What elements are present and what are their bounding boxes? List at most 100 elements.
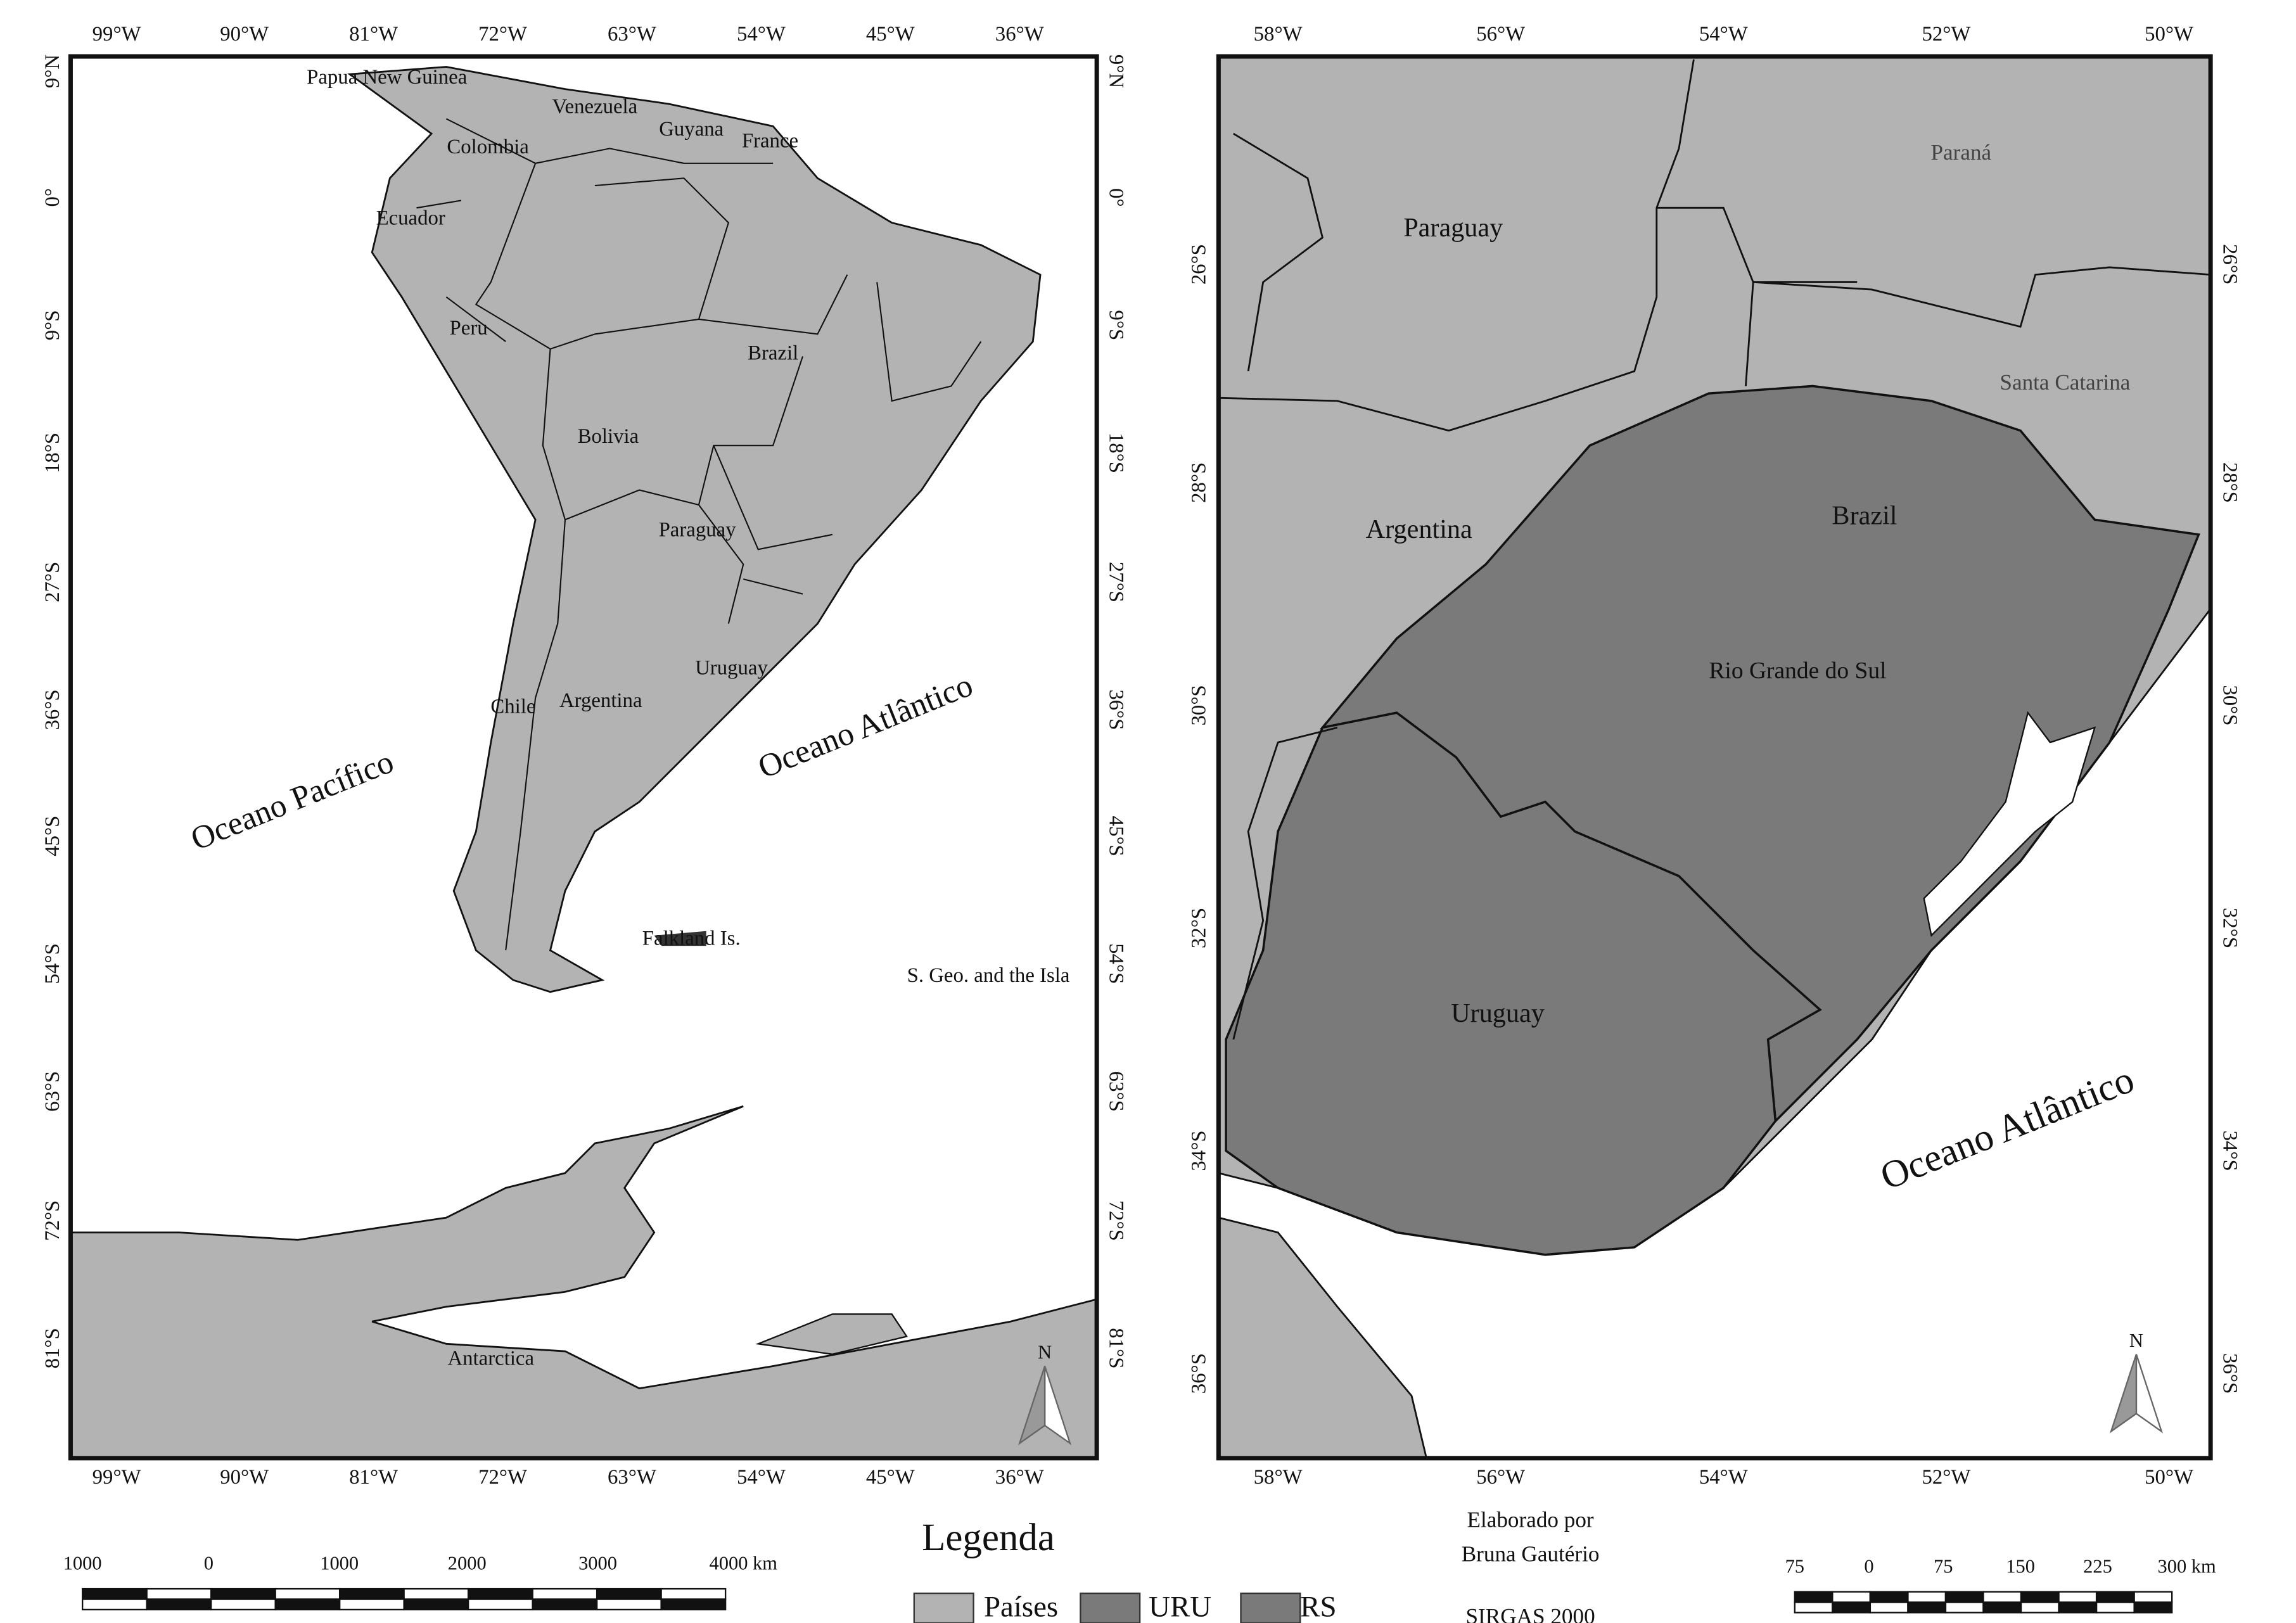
lat-label: 72°S [41,1200,64,1241]
right-map-body [1218,56,2211,1458]
scale-segment [1869,1591,1909,1603]
scale-label: 150 [2006,1555,2035,1577]
lat-label: 45°S [1105,816,1128,856]
lon-label: 54°W [1699,23,1748,46]
place-label: S. Geo. and the Isla [907,964,1070,987]
lat-label: 18°S [41,433,64,473]
scale-segment [2058,1601,2098,1613]
scale-segment [274,1598,341,1611]
legend-label: RS [1300,1591,1336,1623]
lat-label: 32°S [2219,908,2242,948]
place-label: Falkland Is. [642,927,741,950]
lon-label: 45°W [866,1466,915,1489]
lon-label: 52°W [1922,1466,1970,1489]
scale-segment [146,1598,212,1611]
scale-segment [2020,1591,2060,1603]
scale-segment [2058,1591,2098,1603]
place-label: Rio Grande do Sul [1709,658,1886,684]
scale-segment [2095,1601,2135,1613]
lat-label: 0° [41,188,64,207]
uru-polygon [1225,711,1822,1256]
place-label: Uruguay [1451,998,1545,1028]
place-label: Paraguay [659,519,737,542]
lat-label: 34°S [2219,1131,2242,1171]
lat-label: 45°S [41,816,64,856]
lat-label: 30°S [1188,685,1211,725]
scale-label: 1000 [320,1553,359,1574]
scale-segment [596,1588,662,1600]
place-label: Santa Catarina [1999,370,2130,395]
ice-shelf [755,1313,909,1355]
legend-swatch [1080,1592,1141,1623]
lat-label: 54°S [41,943,64,984]
lat-label: 9°N [1105,54,1128,88]
lat-label: 27°S [1105,562,1128,602]
scale-segment [596,1598,662,1611]
scale-segment [146,1588,212,1600]
place-label: Brazil [748,342,798,365]
scale-segment [467,1588,533,1600]
lat-label: 81°S [41,1328,64,1368]
scale-segment [660,1598,727,1611]
scale-segment [403,1588,469,1600]
lon-label: 54°W [737,23,786,46]
right-map-frame [1216,54,2213,1461]
left-map-body [70,56,1097,1458]
scale-segment [2133,1601,2173,1613]
place-label: Paraná [1931,140,1992,165]
scale-segment [1944,1601,1984,1613]
credit: Bruna Gautério [1462,1542,1600,1567]
place-label: Chile [490,696,535,718]
borders [1218,59,2211,1040]
place-label: Bolivia [578,425,639,448]
scale-segment [1832,1601,1872,1613]
legend-swatch [1240,1592,1301,1623]
place-label: Venezuela [552,96,637,118]
lon-label: 81°W [349,1466,398,1489]
lon-label: 52°W [1922,23,1970,46]
lat-label: 26°S [2219,244,2242,284]
scale-segment [1869,1601,1909,1613]
scale-segment [1832,1591,1872,1603]
lat-label: 36°S [1188,1353,1211,1394]
lon-label: 50°W [2145,23,2193,46]
credit: Elaborado por [1467,1508,1594,1532]
left-map-frame [68,54,1099,1461]
north-label: N [2129,1330,2143,1351]
scale-segment [403,1598,469,1611]
lon-label: 54°W [737,1466,786,1489]
lon-label: 36°W [995,23,1044,46]
lat-label: 36°S [41,689,64,730]
country-borders [416,118,982,951]
lat-label: 54°S [1105,943,1128,984]
scale-segment [532,1598,598,1611]
north-arrow [2109,1354,2138,1434]
lat-label: 9°S [1105,310,1128,340]
scale-segment [660,1588,727,1600]
lat-label: 63°S [41,1071,64,1112]
lon-label: 63°W [608,23,656,46]
lat-label: 28°S [1188,462,1211,503]
place-label: Argentina [559,689,642,712]
scale-segment [1982,1601,2022,1613]
scale-label: 1000 [63,1553,102,1574]
scale-label: 0 [204,1553,214,1574]
lon-label: 56°W [1476,23,1525,46]
scale-label: 2000 [448,1553,487,1574]
north-arrow [1018,1366,1046,1446]
scale-label: 225 [2083,1555,2112,1577]
scale-segment [2020,1601,2060,1613]
lat-label: 0° [1105,188,1128,207]
scale-segment [210,1588,276,1600]
lagoon [1923,711,2096,938]
lat-label: 9°S [41,310,64,340]
scale-segment [338,1598,405,1611]
place-label: Uruguay [695,657,768,680]
scale-label: 300 km [2158,1555,2217,1577]
south-america [347,66,1042,993]
crs: SIRGAS 2000 [1466,1604,1595,1623]
scale-segment [1907,1591,1947,1603]
lat-label: 63°S [1105,1071,1128,1112]
place-label: Antarctica [447,1347,534,1370]
